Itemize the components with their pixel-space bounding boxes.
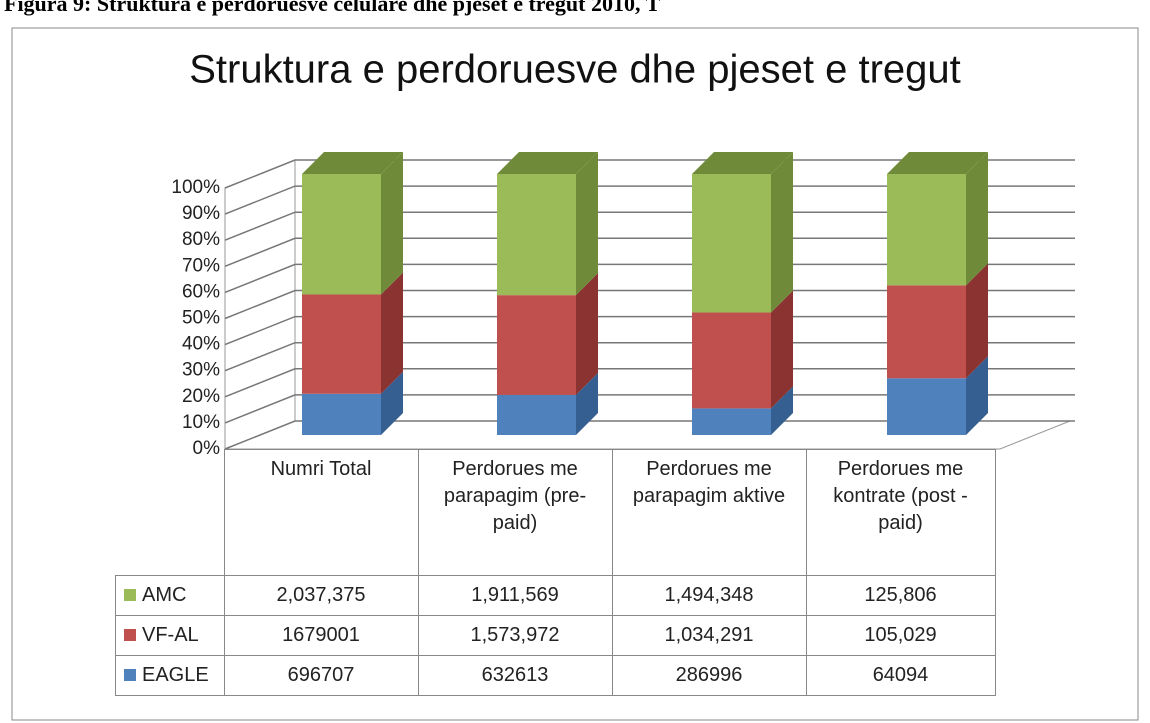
value-cell: 1679001 bbox=[223, 615, 419, 656]
bar bbox=[497, 394, 576, 435]
data-table: Numri Total Perdorues me parapagim (pre-p… bbox=[115, 449, 996, 696]
value-cell: 2,037,375 bbox=[223, 575, 419, 616]
legend-label: EAGLE bbox=[142, 664, 209, 686]
grid-line bbox=[224, 237, 1075, 267]
y-tick-label: 80% bbox=[182, 229, 220, 250]
bar bbox=[887, 378, 966, 435]
y-tick-label: 90% bbox=[182, 203, 220, 224]
legend-cell: VF-AL bbox=[115, 615, 225, 656]
bar-side bbox=[381, 152, 403, 295]
bar bbox=[497, 295, 576, 395]
grid-line bbox=[224, 263, 1075, 294]
value-cell: 696707 bbox=[223, 655, 419, 696]
bar-side bbox=[771, 290, 793, 409]
y-tick-label: 50% bbox=[182, 308, 220, 329]
series-row: EAGLE 696707 632613 286996 64094 bbox=[115, 655, 996, 696]
bar-side bbox=[771, 386, 793, 435]
bar bbox=[692, 312, 771, 409]
bar-side bbox=[381, 371, 403, 435]
caption: Figura 9: Struktura e perdoruesve celula… bbox=[4, 0, 661, 16]
bar bbox=[302, 393, 381, 435]
category-label: Perdorues me parapagim (pre-paid) bbox=[417, 449, 613, 576]
bar-top bbox=[887, 152, 988, 174]
grid-line bbox=[224, 394, 1075, 424]
y-tick-label: 20% bbox=[182, 386, 220, 407]
frame bbox=[11, 27, 1139, 721]
category-label: Perdorues me kontrate (post - paid) bbox=[805, 449, 996, 576]
legend-key bbox=[124, 589, 136, 601]
value-cell: 286996 bbox=[611, 655, 807, 696]
grid-line bbox=[224, 185, 1075, 215]
series-row: VF-AL 1679001 1,573,972 1,034,291 105,029 bbox=[115, 615, 996, 656]
bar-top bbox=[497, 152, 598, 174]
value-cell: 1,911,569 bbox=[417, 575, 613, 616]
legend-label: VF-AL bbox=[142, 624, 199, 646]
legend-key bbox=[124, 669, 136, 681]
grid-line bbox=[224, 159, 1075, 189]
bar-side bbox=[966, 152, 988, 286]
y-tick-label: 10% bbox=[182, 412, 220, 433]
y-tick-label: 70% bbox=[182, 255, 220, 276]
y-tick-label: 100% bbox=[171, 177, 220, 198]
bar-side bbox=[966, 356, 988, 435]
value-cell: 105,029 bbox=[805, 615, 996, 656]
bar bbox=[302, 174, 381, 295]
value-cell: 1,494,348 bbox=[611, 575, 807, 616]
bar-side bbox=[576, 372, 598, 435]
bar-side bbox=[966, 263, 988, 379]
value-cell: 125,806 bbox=[805, 575, 996, 616]
grid-line bbox=[224, 420, 1075, 450]
value-cell: 632613 bbox=[417, 655, 613, 696]
value-cell: 1,573,972 bbox=[417, 615, 613, 656]
bar bbox=[692, 174, 771, 313]
series-row: AMC 2,037,375 1,911,569 1,494,348 125,806 bbox=[115, 575, 996, 616]
chart-title: Struktura e perdoruesve dhe pjeset e tre… bbox=[189, 48, 961, 92]
bar-side bbox=[576, 273, 598, 395]
y-tick-label: 30% bbox=[182, 360, 220, 381]
y-tick-label: 60% bbox=[182, 281, 220, 302]
bar bbox=[497, 174, 576, 296]
y-tick-label: 40% bbox=[182, 334, 220, 355]
grid-line bbox=[224, 211, 1075, 241]
legend-label: AMC bbox=[142, 584, 187, 606]
value-cell: 64094 bbox=[805, 655, 996, 696]
legend-cell: EAGLE bbox=[115, 655, 225, 696]
category-label: Perdorues me parapagim aktive bbox=[611, 449, 807, 576]
bar-top bbox=[692, 152, 793, 174]
bar-side bbox=[771, 152, 793, 313]
bar bbox=[887, 285, 966, 379]
grid-line bbox=[224, 341, 1075, 372]
legend-cell: AMC bbox=[115, 575, 225, 616]
bar-top bbox=[302, 152, 403, 174]
grid-line bbox=[224, 368, 1075, 398]
grid-line bbox=[224, 315, 1075, 346]
value-cell: 1,034,291 bbox=[611, 615, 807, 656]
bar-side bbox=[381, 272, 403, 394]
bar bbox=[887, 174, 966, 286]
header-row: Numri Total Perdorues me parapagim (pre-p… bbox=[115, 449, 996, 576]
grid-line bbox=[224, 289, 1075, 320]
bar-side bbox=[576, 152, 598, 296]
category-label: Numri Total bbox=[223, 449, 419, 576]
blank-cell bbox=[115, 449, 225, 576]
legend-key bbox=[124, 629, 136, 641]
bar bbox=[692, 408, 771, 435]
bar bbox=[302, 294, 381, 394]
